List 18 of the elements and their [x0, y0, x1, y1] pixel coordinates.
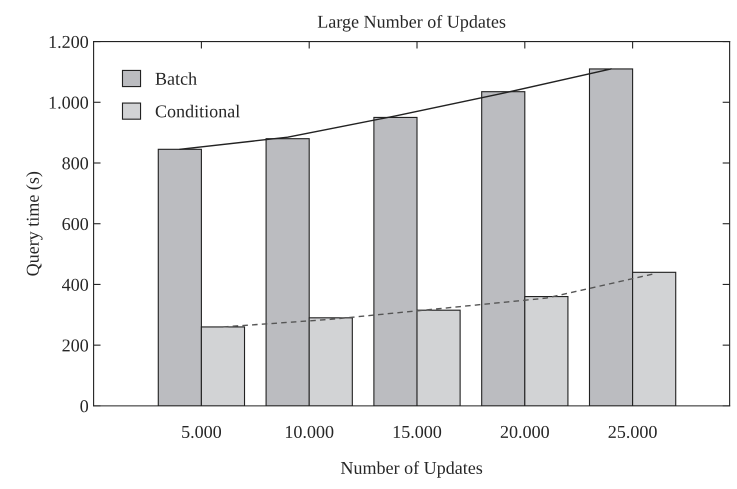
- legend-label: Batch: [156, 72, 197, 85]
- y-tick-label: 400: [62, 278, 88, 291]
- y-axis-title: Query time (s): [26, 172, 43, 276]
- line-series: [222, 273, 655, 328]
- x-axis-title: Number of Updates: [340, 461, 482, 478]
- x-tick-label: 15.000: [394, 426, 442, 438]
- legend-label: Conditional: [156, 104, 240, 118]
- y-tick-label: 200: [62, 339, 88, 352]
- chart-title: Large Number of Updates: [318, 14, 506, 32]
- y-tick-label: 0: [80, 400, 88, 412]
- x-tick-label: 10.000: [286, 426, 334, 438]
- x-tick-label: 25.000: [608, 426, 657, 438]
- y-tick-label: 1.000: [50, 96, 88, 109]
- x-tick-label: 5.000: [182, 426, 222, 438]
- y-tick-label: 1.200: [50, 36, 88, 48]
- y-tick-label: 800: [62, 157, 88, 170]
- y-tick-label: 600: [62, 218, 88, 230]
- x-tick-label: 20.000: [500, 426, 549, 438]
